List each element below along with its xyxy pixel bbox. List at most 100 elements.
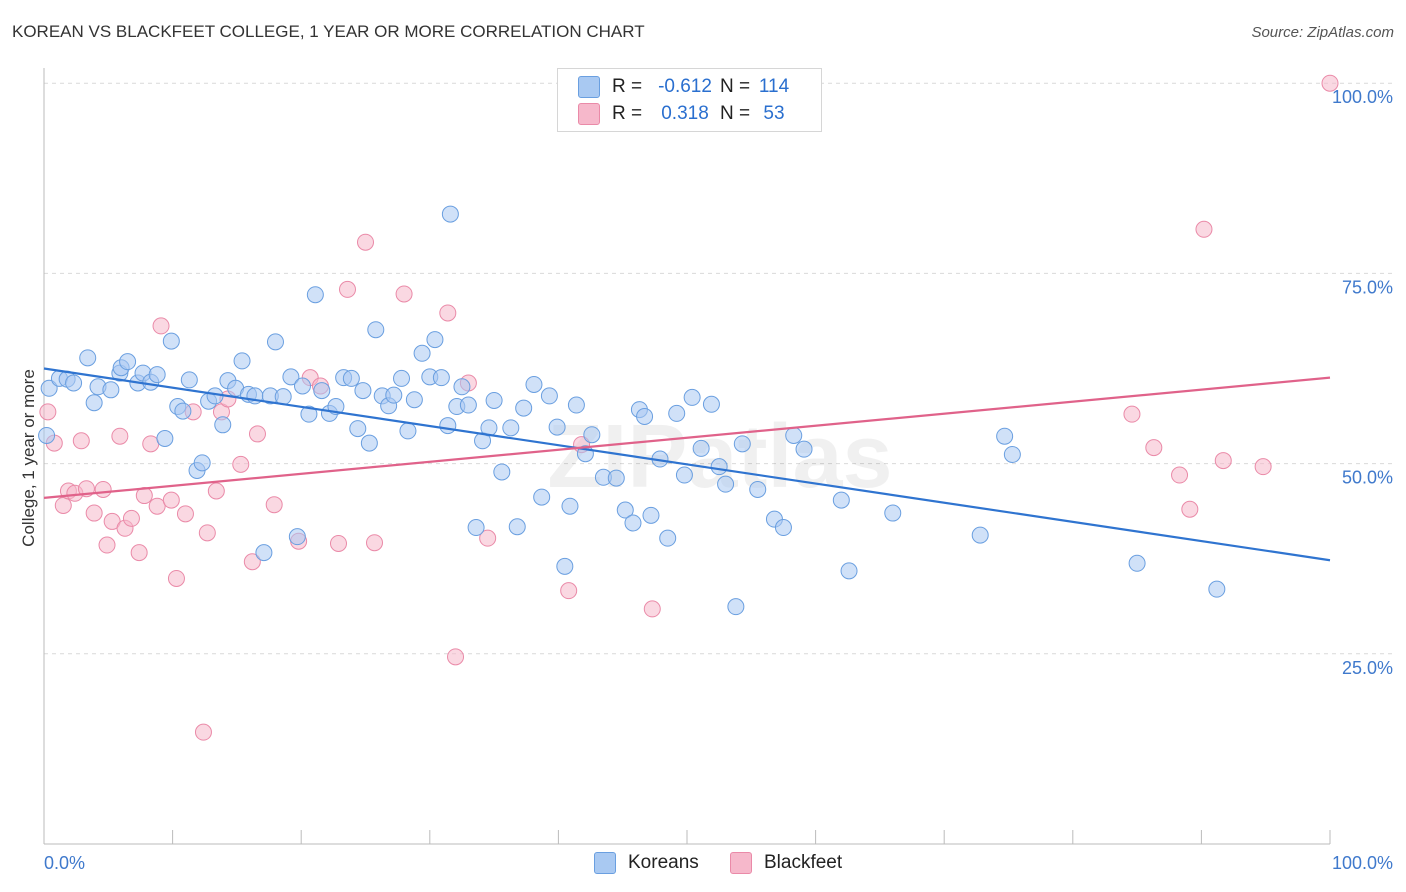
koreans-point <box>214 416 232 434</box>
n-value: 114 <box>758 76 790 97</box>
koreans-point <box>367 321 385 339</box>
stats-legend: R = -0.612 N = 114 R = 0.318 N = 53 <box>557 68 822 132</box>
blackfeet-point <box>329 534 347 552</box>
koreans-point <box>832 491 850 509</box>
koreans-point <box>180 371 198 389</box>
koreans-point <box>668 404 686 422</box>
blackfeet-trendline <box>43 376 1331 499</box>
blackfeet-point <box>479 529 497 547</box>
koreans-point <box>642 506 660 524</box>
legend-item-koreans[interactable]: Koreans <box>594 852 699 874</box>
koreans-point <box>502 419 520 437</box>
blackfeet-point <box>366 534 384 552</box>
koreans-point <box>300 405 318 423</box>
koreans-point <box>515 399 533 417</box>
koreans-point <box>692 439 710 457</box>
series-legend: Koreans Blackfeet <box>0 852 1406 876</box>
koreans-point <box>717 475 735 493</box>
blackfeet-point <box>560 582 578 600</box>
blackfeet-point <box>232 455 250 473</box>
koreans-point <box>38 426 56 444</box>
blackfeet-point <box>194 723 212 741</box>
blackfeet-point <box>1321 74 1339 92</box>
koreans-point <box>174 402 192 420</box>
koreans-point <box>540 387 558 405</box>
koreans-point <box>354 382 372 400</box>
blackfeet-point <box>1214 452 1232 470</box>
source-label: Source: ZipAtlas.com <box>1251 24 1394 41</box>
koreans-point <box>65 374 83 392</box>
koreans-point <box>616 501 634 519</box>
koreans-point <box>266 333 284 351</box>
koreans-point <box>1208 580 1226 598</box>
koreans-point <box>85 394 103 412</box>
blackfeet-point <box>1254 458 1272 476</box>
koreans-point <box>467 519 485 537</box>
blackfeet-point <box>248 425 266 443</box>
koreans-point <box>306 286 324 304</box>
blackfeet-point <box>162 491 180 509</box>
blackfeet-point <box>176 505 194 523</box>
blackfeet-point <box>243 553 261 571</box>
blackfeet-point <box>167 569 185 587</box>
koreans-point <box>293 377 311 395</box>
koreans-point <box>413 344 431 362</box>
blackfeet-point <box>94 480 112 498</box>
koreans-point <box>624 514 642 532</box>
blackfeet-point <box>152 317 170 335</box>
koreans-point <box>148 366 166 384</box>
koreans-point <box>288 528 306 546</box>
koreans-point <box>996 427 1014 445</box>
koreans-point <box>567 396 585 414</box>
blackfeet-point <box>265 496 283 514</box>
blackfeet-point <box>72 432 90 450</box>
r-label: R = <box>612 103 643 124</box>
koreans-point <box>727 598 745 616</box>
koreans-point <box>795 440 813 458</box>
koreans-point <box>485 391 503 409</box>
koreans-trendline <box>43 367 1331 562</box>
blackfeet-point <box>207 482 225 500</box>
koreans-point <box>453 378 471 396</box>
r-value: 0.318 <box>661 103 709 124</box>
koreans-point <box>385 386 403 404</box>
blackfeet-point <box>447 648 465 666</box>
koreans-point <box>441 205 459 223</box>
koreans-point <box>884 504 902 522</box>
koreans-point <box>556 557 574 575</box>
koreans-point <box>193 454 211 472</box>
blackfeet-swatch <box>578 103 600 125</box>
koreans-point <box>785 426 803 444</box>
koreans-point <box>102 381 120 399</box>
blackfeet-point <box>122 509 140 527</box>
blackfeet-point <box>85 504 103 522</box>
blackfeet-point <box>1181 500 1199 518</box>
x-tick-label: 0.0% <box>44 853 85 873</box>
koreans-point <box>405 391 423 409</box>
koreans-point <box>971 526 989 544</box>
trendlines <box>43 367 1331 562</box>
legend-label-blackfeet: Blackfeet <box>764 852 843 873</box>
koreans-point <box>360 434 378 452</box>
blackfeet-point <box>357 233 374 251</box>
koreans-point <box>493 463 511 481</box>
koreans-point <box>282 368 300 386</box>
koreans-point <box>749 480 767 498</box>
r-label: R = <box>612 76 643 97</box>
blackfeet-point <box>54 496 72 514</box>
y-tick-label: 50.0% <box>1342 468 1393 488</box>
koreans-point <box>233 352 251 370</box>
koreans-point <box>426 331 444 349</box>
axes <box>43 68 1331 845</box>
koreans-point <box>683 388 701 406</box>
blackfeet-point <box>1145 439 1163 457</box>
koreans-point <box>399 422 417 440</box>
legend-label-koreans: Koreans <box>628 852 699 873</box>
koreans-point <box>255 544 273 562</box>
koreans-point <box>432 369 450 387</box>
koreans-point <box>40 379 58 397</box>
koreans-point <box>533 488 551 506</box>
r-value: -0.612 <box>658 76 712 97</box>
koreans-point <box>119 353 137 371</box>
legend-item-blackfeet[interactable]: Blackfeet <box>730 852 842 874</box>
